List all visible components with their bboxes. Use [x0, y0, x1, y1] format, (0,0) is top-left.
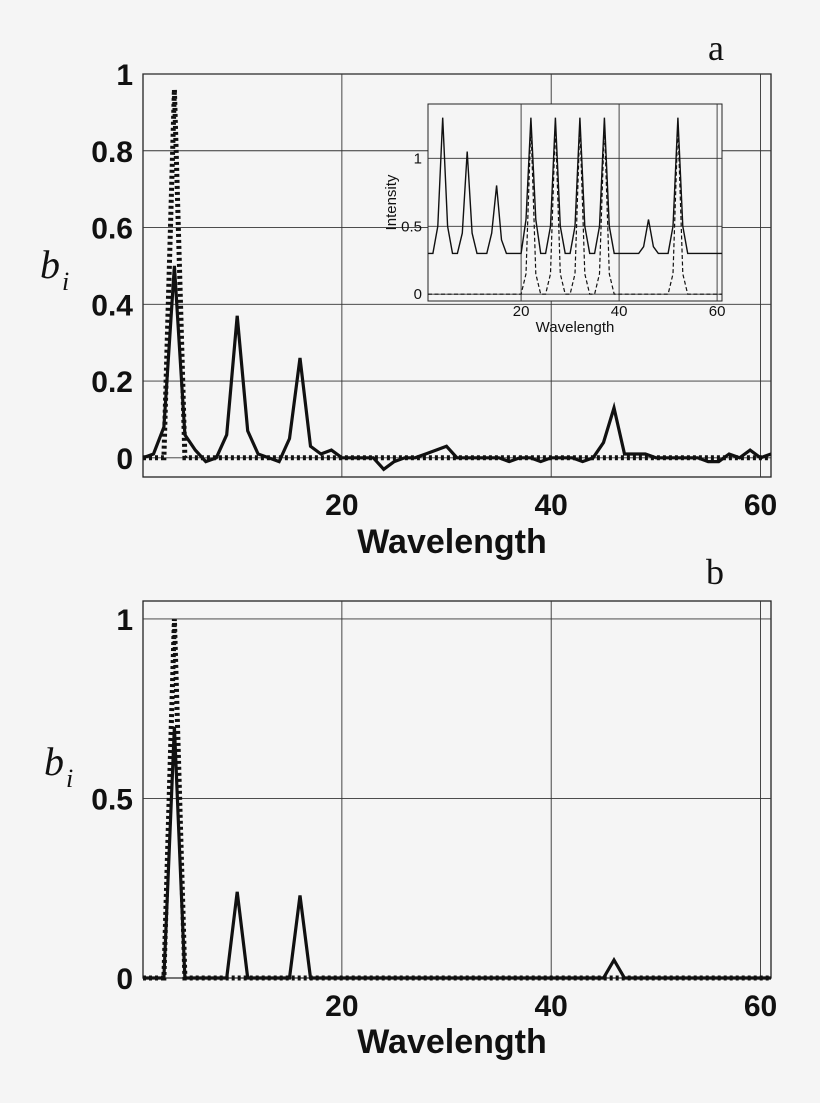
inset-y-tick-label: 0.5: [401, 218, 422, 235]
inset-x-tick-label: 20: [513, 303, 530, 320]
panel-a-y-tick-label: 0.4: [91, 289, 133, 322]
panel-a: a b i Wavelength: [40, 28, 724, 561]
panel-a-y-tick-label: 1: [116, 59, 133, 92]
panel-b-y-axis-label-subscript: i: [66, 764, 73, 793]
inset-frame: [427, 103, 723, 302]
panel-a-series-dotted: [143, 89, 771, 461]
panel-b-x-tick-label: 20: [325, 990, 358, 1023]
panel-b-y-tick-label: 0: [116, 963, 133, 996]
panel-a-x-tick-label: 20: [325, 489, 358, 522]
panel-b-x-tick-label: 60: [744, 990, 777, 1023]
panel-a-letter: a: [708, 28, 724, 68]
panel-a-y-tick-label: 0.8: [91, 136, 133, 169]
panel-b-y-axis-label: b: [44, 739, 64, 784]
panel-b-series-dotted: [143, 618, 771, 981]
panel-a-y-axis-label-subscript: i: [62, 267, 69, 296]
panel-a-x-tick-label: 40: [535, 489, 568, 522]
panel-b-frame: [142, 600, 772, 979]
panel-a-plot-area: 20 40 60 0 0.2 0.4 0.6 0.8 1: [91, 59, 777, 522]
inset-y-tick-label: 1: [414, 150, 422, 167]
inset-y-axis-label: Intensity: [383, 174, 400, 230]
panel-a-y-tick-label: 0.6: [91, 213, 133, 246]
panel-b: b b i Wavelength: [44, 552, 724, 1061]
inset-plot-area: 20 40 60 0 0.5 1 Wavelength Intensity: [383, 103, 726, 336]
inset-x-axis-label: Wavelength: [536, 319, 615, 336]
panel-b-x-axis-label: Wavelength: [357, 1023, 547, 1061]
inset-x-tick-label: 40: [611, 303, 628, 320]
panel-b-letter: b: [706, 552, 724, 592]
panel-a-x-tick-label: 60: [744, 489, 777, 522]
panel-b-series-solid: [143, 726, 771, 980]
inset-series-dashed: [428, 124, 722, 295]
panel-a-x-axis-label: Wavelength: [357, 523, 547, 561]
inset-y-tick-label: 0: [414, 286, 422, 303]
panel-b-plot-area: 20 40 60 0 0.5 1: [91, 600, 777, 1023]
inset-series-solid: [428, 117, 722, 255]
panel-a-series-solid: [142, 265, 772, 472]
panel-b-y-tick-label: 0.5: [91, 783, 133, 816]
inset-x-tick-label: 60: [709, 303, 726, 320]
panel-a-y-tick-label: 0.2: [91, 366, 133, 399]
panel-b-y-tick-label: 1: [116, 604, 133, 637]
panel-b-x-tick-label: 40: [535, 990, 568, 1023]
panel-a-y-tick-label: 0: [116, 443, 133, 476]
panel-a-y-axis-label: b: [40, 242, 60, 287]
